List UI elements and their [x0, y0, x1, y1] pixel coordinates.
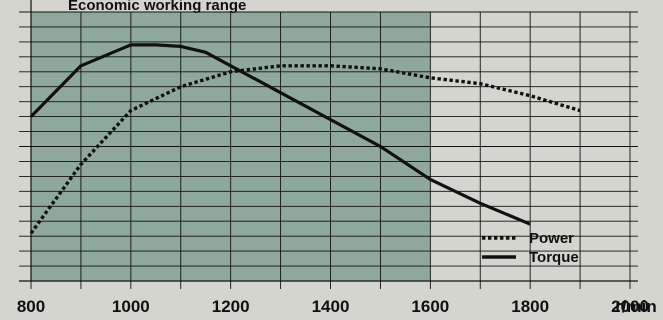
series-line-power [29, 64, 581, 235]
legend: Power Torque [482, 230, 579, 266]
x-tick-label: 1000 [112, 297, 150, 316]
series-lines [29, 43, 581, 235]
chart-title: Economic working range [68, 0, 246, 14]
series-line-torque [29, 43, 531, 226]
axes [19, 0, 638, 282]
x-tick-label: 800 [17, 297, 45, 316]
legend-label-power: Power [529, 230, 574, 247]
x-tick-label: 1800 [511, 297, 549, 316]
x-tick-label: 1600 [411, 297, 449, 316]
legend-label-torque: Torque [529, 249, 579, 266]
x-tick-label: 2000 [611, 297, 649, 316]
x-tick-label: 1200 [212, 297, 250, 316]
x-tick-label: 1400 [312, 297, 350, 316]
x-unit-label: r/min [615, 297, 657, 316]
